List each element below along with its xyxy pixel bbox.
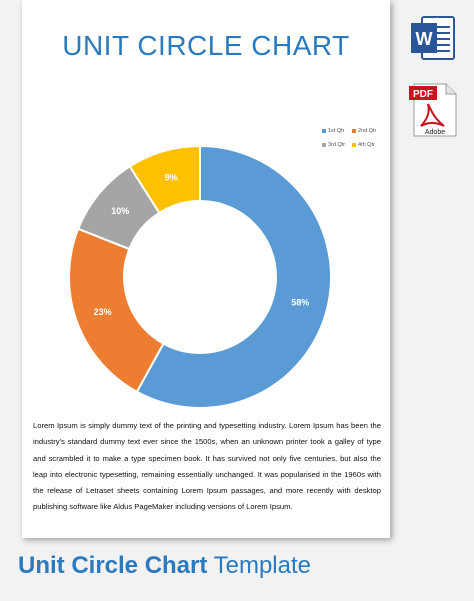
chart-legend: 1st Qtr 2nd Qtr 3rd Qtr 4th Qtr (322, 124, 388, 152)
footer-title: Unit Circle Chart Template (18, 552, 311, 580)
legend-swatch (352, 142, 356, 147)
slice-value-label: 23% (94, 307, 112, 317)
word-icon-letter: W (416, 29, 433, 49)
pdf-icon-label: PDF (413, 89, 433, 100)
chart-title: UNIT CIRCLE CHART (62, 30, 350, 61)
document-page: UNIT CIRCLE CHART 58% 23% 10% 9% 1st Qtr 2nd… (22, 0, 390, 538)
donut-slice-1st-qtr (135, 144, 332, 409)
word-document-icon[interactable]: W (408, 14, 458, 62)
footer-title-bold: Unit Circle Chart (18, 552, 208, 579)
legend-label: 2nd Qtr (358, 128, 377, 134)
adobe-icon-label: Adobe (425, 129, 445, 136)
legend-swatch (322, 142, 326, 147)
legend-item-1st-qtr: 1st Qtr (322, 124, 352, 138)
slice-value-label: 58% (291, 298, 309, 308)
slice-value-label: 9% (165, 173, 178, 183)
legend-swatch (352, 128, 356, 133)
donut-slice-4th-qtr (128, 144, 201, 215)
legend-item-4th-qtr: 4th Qtr (352, 138, 382, 152)
donut-slice-2nd-qtr (68, 227, 165, 394)
legend-item-3rd-qtr: 3rd Qtr (322, 138, 352, 152)
legend-label: 4th Qtr (358, 142, 375, 148)
legend-label: 1st Qtr (328, 128, 345, 134)
slice-value-label: 10% (111, 206, 129, 216)
legend-label: 3rd Qtr (328, 142, 346, 148)
donut-chart: 58% 23% 10% 9% (68, 144, 332, 409)
legend-item-2nd-qtr: 2nd Qtr (352, 124, 382, 138)
footer-title-regular: Template (213, 552, 311, 579)
pdf-document-icon[interactable]: PDF Adobe (408, 82, 460, 138)
body-paragraph: Lorem Ipsum is simply dummy text of the … (33, 421, 381, 512)
legend-swatch (322, 128, 326, 133)
